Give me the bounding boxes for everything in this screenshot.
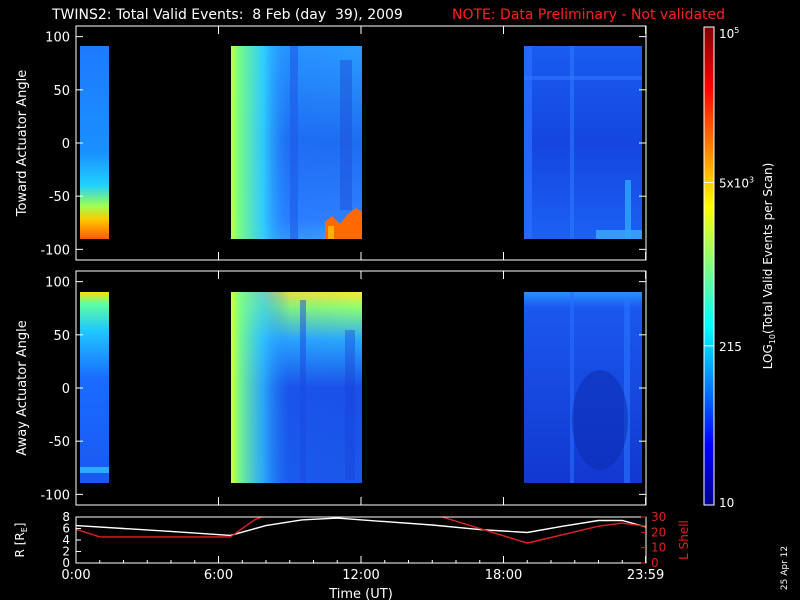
orbit-r-line bbox=[76, 517, 646, 537]
orbit-right-ylabel: L Shell bbox=[677, 520, 691, 560]
orbit-left-ytick-label: 8 bbox=[62, 510, 70, 524]
toward-axes: 100 50 0 -50 -100 bbox=[40, 26, 647, 260]
away-axes: 100 50 0 -50 -100 bbox=[40, 271, 647, 505]
orbit-left-ytick-label: 2 bbox=[62, 545, 70, 559]
colorbar-tick-label: 5x103 bbox=[719, 175, 754, 190]
orbit-left-ytick-label: 4 bbox=[62, 533, 70, 547]
orbit-lines bbox=[76, 517, 646, 544]
away-ytick-label: 0 bbox=[62, 382, 70, 397]
orbit-lshell-line bbox=[76, 517, 646, 544]
orbit-left-ylabel: R [RE] bbox=[13, 523, 29, 558]
colorbar: 10 215 5x103 105 LOG10(Total Valid Events p… bbox=[703, 26, 777, 510]
orbit-right-ytick-label: 20 bbox=[651, 525, 666, 539]
colorbar-label: LOG10(Total Valid Events per Scan) bbox=[761, 163, 777, 370]
colorbar-tick-label: 10 bbox=[719, 496, 734, 510]
time-xlabel: Time (UT) bbox=[328, 587, 393, 600]
orbit-right-ytick-label: 10 bbox=[651, 541, 666, 555]
orbit-xtick-label: 6:00 bbox=[204, 568, 233, 583]
away-ytick-label: 100 bbox=[45, 276, 70, 291]
toward-ytick-label: 0 bbox=[62, 137, 70, 152]
colorbar-tick-label: 215 bbox=[719, 340, 742, 354]
plot-title: TWINS2: Total Valid Events: 8 Feb (day 3… bbox=[51, 7, 403, 23]
toward-ytick-label: 100 bbox=[45, 31, 70, 46]
away-data-block-3 bbox=[524, 292, 642, 483]
toward-ytick-label: -50 bbox=[49, 190, 70, 205]
away-data-block-2 bbox=[231, 292, 362, 483]
orbit-xtick-label: 12:00 bbox=[342, 568, 379, 583]
preliminary-note: NOTE: Data Preliminary - Not validated bbox=[452, 7, 725, 23]
orbit-right-ytick-label: 30 bbox=[651, 510, 666, 524]
colorbar-ramp bbox=[704, 27, 714, 505]
orbit-left-ytick-label: 6 bbox=[62, 522, 70, 536]
toward-data-block-1 bbox=[80, 46, 109, 239]
away-data-block-1 bbox=[80, 292, 109, 483]
away-panel: 100 50 0 -50 -100 Away Actuator Angle bbox=[15, 270, 647, 506]
colorbar-ticks: 10 215 5x103 105 bbox=[704, 26, 754, 510]
toward-data-block-2 bbox=[231, 46, 362, 239]
toward-panel: 100 50 0 -50 -100 Toward Actuator Angle bbox=[15, 25, 647, 261]
toward-ylabel: Toward Actuator Angle bbox=[15, 70, 30, 217]
away-ytick-label: 50 bbox=[53, 329, 70, 344]
away-ylabel: Away Actuator Angle bbox=[15, 320, 30, 455]
orbit-xtick-label: 23:59 bbox=[627, 568, 664, 583]
orbit-right-ytick-label: 0 bbox=[651, 556, 659, 570]
away-ytick-label: -100 bbox=[40, 488, 70, 503]
orbit-xtick-label: 0:00 bbox=[61, 568, 90, 583]
away-ytick-label: -50 bbox=[49, 435, 70, 450]
date-stamp: 25 Apr 12 bbox=[780, 546, 790, 590]
toward-data-block-3 bbox=[524, 46, 642, 239]
orbit-plot-area bbox=[76, 517, 646, 563]
orbit-xtick-label: 18:00 bbox=[485, 568, 522, 583]
orbit-left-ytick-label: 0 bbox=[62, 556, 70, 570]
colorbar-tick-label: 105 bbox=[719, 26, 739, 41]
toward-ytick-label: 50 bbox=[53, 84, 70, 99]
toward-ytick-label: -100 bbox=[40, 243, 70, 258]
